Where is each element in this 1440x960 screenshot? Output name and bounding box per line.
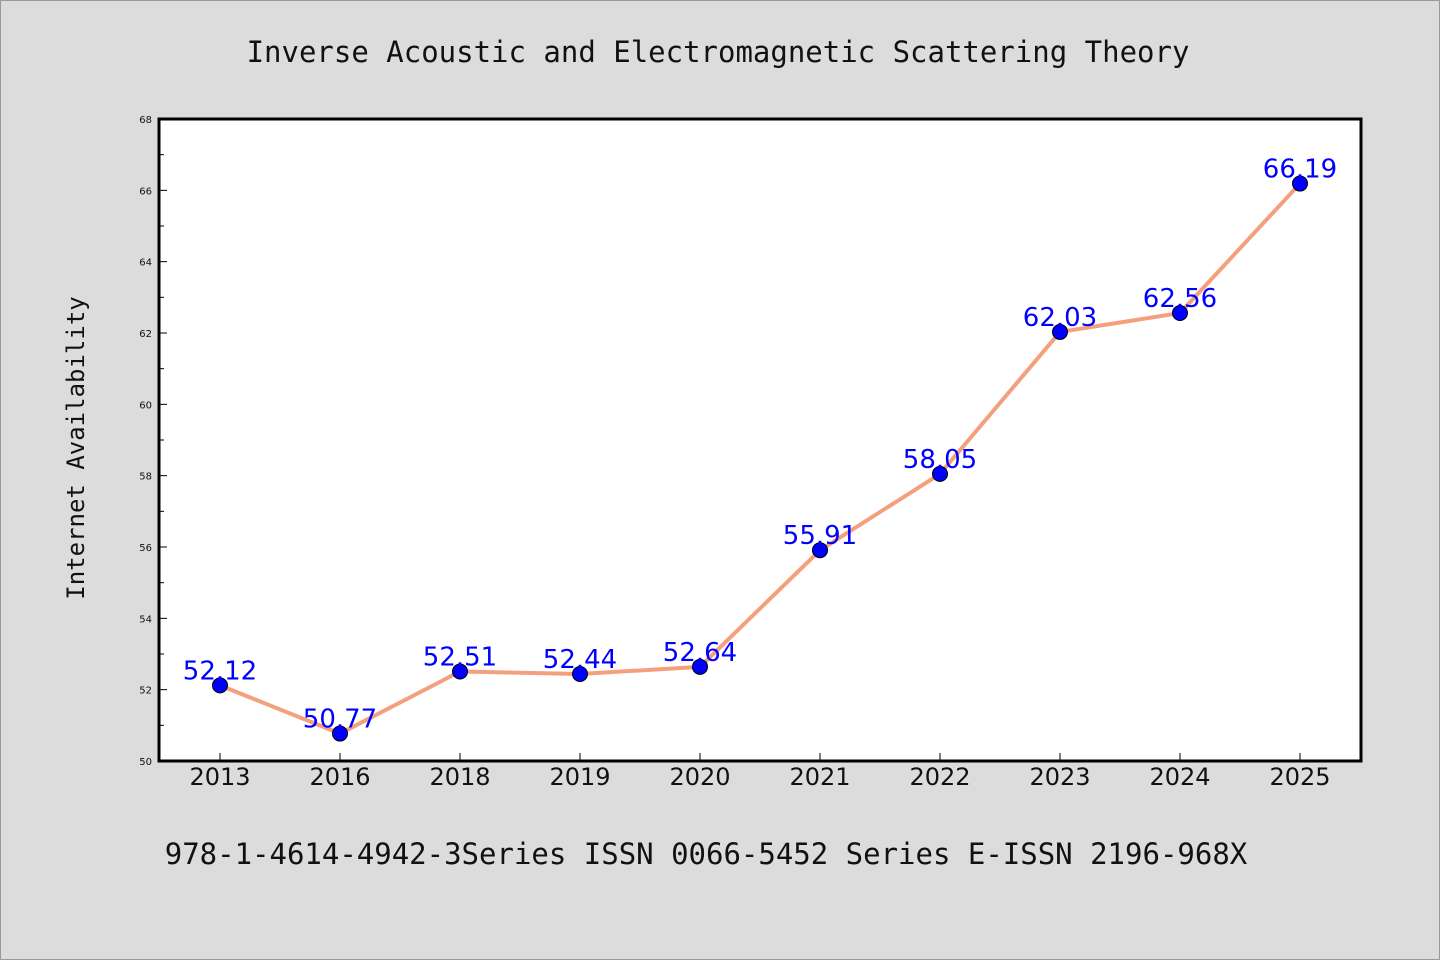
- x-tick-label: 2013: [189, 763, 250, 791]
- data-label: 52.44: [543, 645, 617, 675]
- data-point: [452, 663, 468, 680]
- data-point: [1052, 323, 1068, 340]
- series-line: [218, 181, 1302, 736]
- x-tick-label: 2025: [1269, 763, 1330, 791]
- x-tick-label: 2016: [309, 763, 370, 791]
- x-tick-label: 2019: [549, 763, 610, 791]
- chart-title: Inverse Acoustic and Electromagnetic Sca…: [247, 35, 1190, 69]
- data-point: [1172, 305, 1188, 322]
- y-tick-label: 60: [139, 400, 152, 411]
- data-point: [212, 677, 228, 694]
- data-point: [812, 542, 828, 559]
- y-tick-label: 66: [139, 186, 152, 197]
- data-label: 50.77: [303, 705, 377, 735]
- data-label: 55.91: [783, 521, 857, 551]
- data-point: [932, 465, 948, 482]
- x-tick-label: 2024: [1149, 763, 1210, 791]
- y-axis-label: Internet Availability: [62, 296, 90, 599]
- data-point: [332, 725, 348, 742]
- y-tick-label: 50: [139, 757, 152, 768]
- y-axis: 50 52 54 56 58 60 62 64 66 68: [139, 115, 167, 768]
- data-label: 58.05: [903, 445, 977, 475]
- data-label: 66.19: [1263, 155, 1337, 185]
- x-axis: 2013 2016 2018 2019 2020 2021 2022 2023 2024 2025: [189, 753, 1331, 791]
- data-label: 62.56: [1143, 284, 1217, 314]
- footer-text: 978-1-4614-4942-3Series ISSN 0066-5452 S…: [165, 837, 1248, 871]
- y-tick-label: 56: [139, 543, 152, 554]
- x-tick-label: 2018: [429, 763, 490, 791]
- data-label: 52.12: [183, 656, 257, 686]
- data-point: [572, 665, 588, 682]
- data-label: 52.51: [423, 642, 497, 672]
- plot-area: [157, 117, 1363, 763]
- x-tick-label: 2022: [909, 763, 970, 791]
- y-tick-label: 54: [139, 614, 152, 625]
- data-point: [692, 658, 708, 675]
- y-tick-label: 52: [139, 686, 152, 697]
- x-tick-label: 2020: [669, 763, 730, 791]
- data-label: 52.64: [663, 638, 737, 668]
- data-point: [1292, 175, 1308, 192]
- y-tick-label: 64: [139, 258, 152, 269]
- y-tick-label: 62: [139, 329, 152, 340]
- y-tick-label: 68: [139, 115, 152, 126]
- x-tick-label: 2021: [789, 763, 850, 791]
- series-group: [212, 175, 1308, 742]
- data-label: 62.03: [1023, 303, 1097, 333]
- y-tick-label: 58: [139, 472, 152, 483]
- x-tick-label: 2023: [1029, 763, 1090, 791]
- data-labels-group: 52.12 50.77 52.51 52.44 52.64 55.91 58.05 62.03…: [183, 155, 1337, 735]
